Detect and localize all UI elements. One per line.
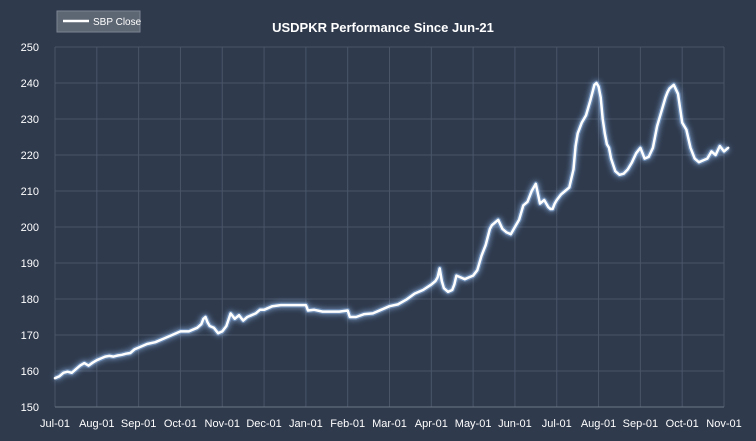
x-tick-label: Aug-01: [581, 418, 616, 430]
y-tick-label: 220: [21, 150, 39, 162]
x-tick-label: Apr-01: [415, 418, 448, 430]
y-tick-label: 190: [21, 258, 39, 270]
y-tick-label: 200: [21, 222, 39, 234]
y-tick-label: 160: [21, 366, 39, 378]
series-line-sbp-close: [53, 81, 730, 380]
x-tick-label: Sep-01: [121, 418, 156, 430]
x-tick-label: Nov-01: [205, 418, 240, 430]
y-tick-label: 180: [21, 294, 39, 306]
x-tick-label: May-01: [455, 418, 492, 430]
legend: SBP Close: [56, 10, 142, 33]
legend-box: [56, 10, 141, 33]
y-tick-label: 150: [21, 402, 39, 414]
x-tick-label: Jun-01: [498, 418, 532, 430]
x-tick-label: Jul-01: [40, 418, 70, 430]
x-tick-label: Sep-01: [623, 418, 658, 430]
y-tick-label: 230: [21, 114, 39, 126]
x-tick-label: Feb-01: [330, 418, 365, 430]
y-tick-label: 170: [21, 330, 39, 342]
y-tick-label: 250: [21, 42, 39, 54]
x-tick-label: Mar-01: [372, 418, 407, 430]
y-tick-label: 210: [21, 186, 39, 198]
x-tick-label: Dec-01: [246, 418, 281, 430]
axis-layer: 150 160 170 180 190 200 210 220 230 240 250 Jul-01 A…: [21, 42, 742, 430]
x-tick-label: Oct-01: [666, 418, 699, 430]
x-tick-label: Jan-01: [289, 418, 323, 430]
x-tick-label: Aug-01: [79, 418, 114, 430]
x-tick-label: Nov-01: [706, 418, 741, 430]
legend-label: SBP Close: [93, 17, 142, 28]
x-tick-label: Jul-01: [542, 418, 572, 430]
x-tick-label: Oct-01: [164, 418, 197, 430]
series-layer: [53, 80, 730, 381]
chart-title: USDPKR Performance Since Jun-21: [272, 20, 494, 35]
y-tick-label: 240: [21, 78, 39, 90]
